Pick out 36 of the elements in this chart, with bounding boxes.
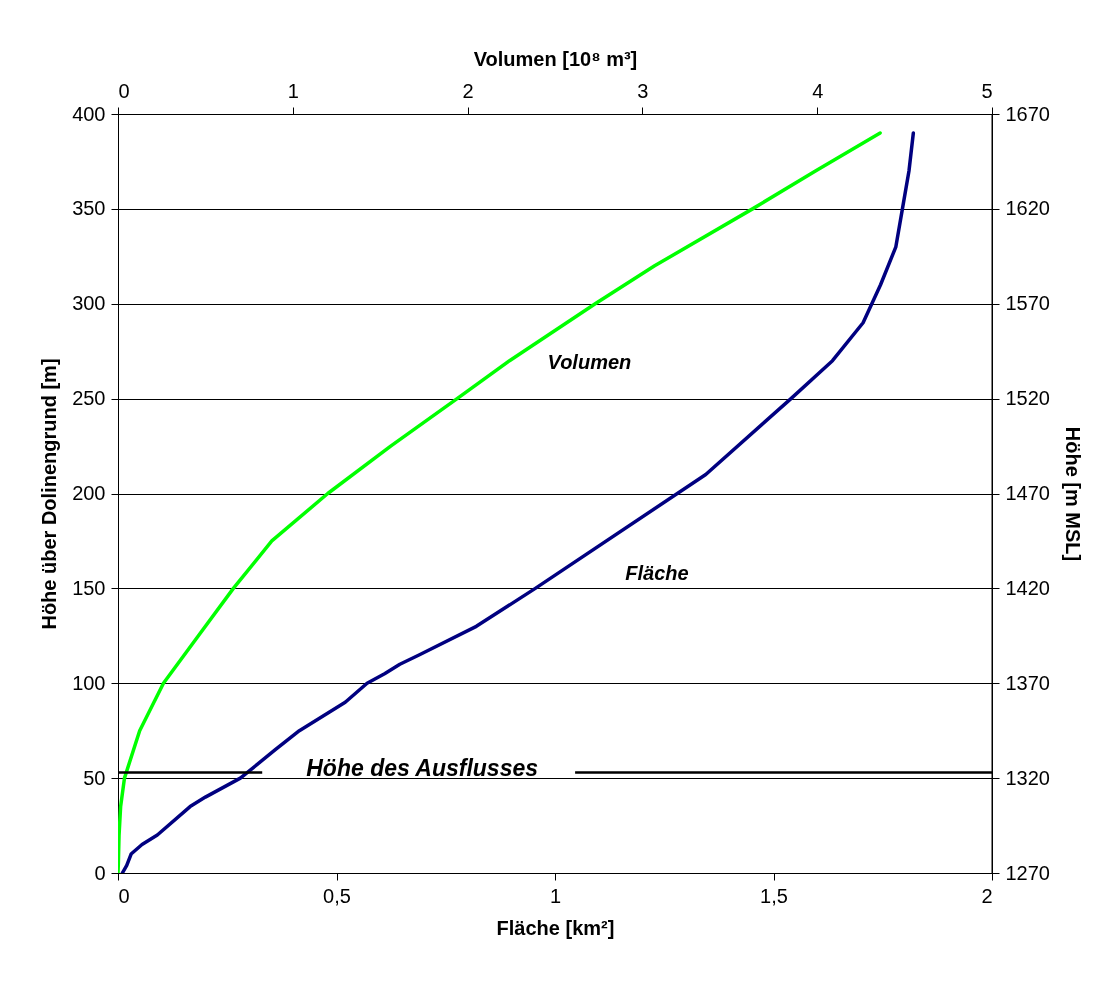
y2-axis-title: Höhe [m MSL] [1061, 426, 1084, 562]
y2-tick-label: 1420 [1005, 576, 1050, 599]
y-tick-label: 350 [72, 197, 106, 220]
x2-tick-label: 4 [812, 79, 824, 102]
y-tick-label: 50 [83, 766, 106, 789]
y-tick-label: 300 [72, 292, 106, 315]
y2-tick-label: 1320 [1005, 766, 1050, 789]
y2-tick-label: 1570 [1005, 292, 1050, 315]
x2-tick-label: 1 [287, 79, 299, 102]
y-tick-label: 200 [72, 482, 106, 504]
x-tick-label: 1 [549, 884, 562, 907]
y2-tick-label: 1470 [1005, 482, 1050, 504]
x2-axis-title: Volumen [10⁸ m³] [473, 47, 638, 70]
y2-tick-label: 1620 [1005, 197, 1050, 220]
x-tick-label: 2 [981, 884, 993, 907]
y-tick-label: 150 [72, 576, 106, 599]
y-axis-title: Höhe über Dolinengrund [m] [38, 358, 61, 630]
x-tick-label: 0,5 [323, 884, 351, 907]
series-label: Fläche [625, 562, 689, 585]
y-tick-label: 250 [72, 387, 106, 410]
y-tick-label: 400 [72, 102, 106, 125]
x2-tick-label: 0 [118, 79, 130, 102]
y2-tick-label: 1670 [1005, 102, 1050, 125]
y-tick-label: 100 [72, 671, 106, 694]
ref-line-label: Höhe des Ausflusses [306, 755, 539, 782]
x-axis-title: Fläche [km²] [496, 916, 615, 939]
y2-tick-label: 1270 [1005, 861, 1050, 884]
series-label: Volumen [547, 350, 632, 373]
x2-tick-label: 2 [462, 79, 474, 102]
x2-tick-label: 5 [981, 79, 993, 102]
x-tick-label: 0 [118, 884, 130, 907]
y2-tick-label: 1520 [1005, 387, 1050, 410]
x-tick-label: 1,5 [760, 884, 788, 907]
y2-tick-label: 1370 [1005, 671, 1050, 694]
x2-tick-label: 3 [637, 79, 649, 102]
y-tick-label: 0 [94, 861, 106, 884]
